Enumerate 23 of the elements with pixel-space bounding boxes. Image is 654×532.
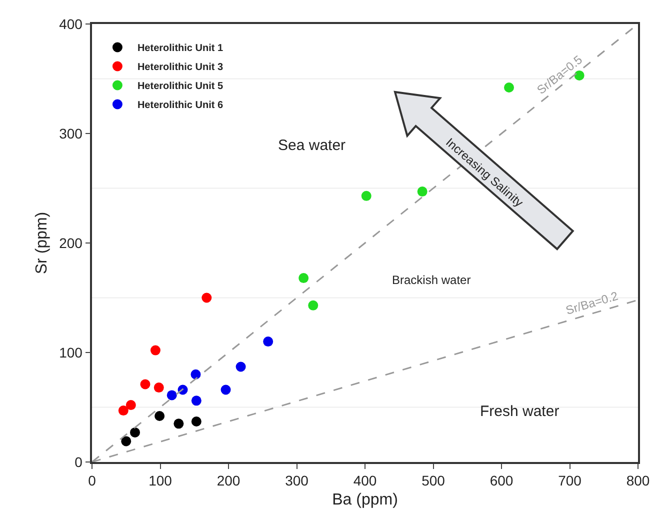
y-tick-label: 0 xyxy=(74,454,83,470)
y-tick-label: 100 xyxy=(59,344,83,360)
x-tick-label: 600 xyxy=(490,472,514,489)
legend-label: Heterolithic Unit 5 xyxy=(137,81,224,92)
legend-label: Heterolithic Unit 3 xyxy=(137,62,224,74)
x-axis-title: Ba (ppm) xyxy=(332,492,398,509)
x-tick-label: 200 xyxy=(216,472,240,489)
x-tick-label: 100 xyxy=(148,472,172,489)
x-tick-label: 0 xyxy=(88,472,96,489)
y-tick-label: 200 xyxy=(59,234,83,251)
x-tick-label: 700 xyxy=(558,472,582,489)
y-axis-title: Sr (ppm) xyxy=(33,212,50,274)
annotation: Brackish water xyxy=(392,273,471,287)
legend-label: Heterolithic Unit 6 xyxy=(137,100,224,112)
x-tick-label: 500 xyxy=(422,472,446,489)
legend-label: Heterolithic Unit 1 xyxy=(137,43,224,54)
y-tick-label: 300 xyxy=(59,125,83,142)
x-tick-label: 800 xyxy=(626,472,650,489)
y-tick-label: 400 xyxy=(59,16,83,32)
annotation: Fresh water xyxy=(480,403,560,420)
x-tick-label: 400 xyxy=(353,472,377,489)
x-tick-label: 300 xyxy=(285,472,309,489)
annotation: Sea water xyxy=(278,137,346,154)
